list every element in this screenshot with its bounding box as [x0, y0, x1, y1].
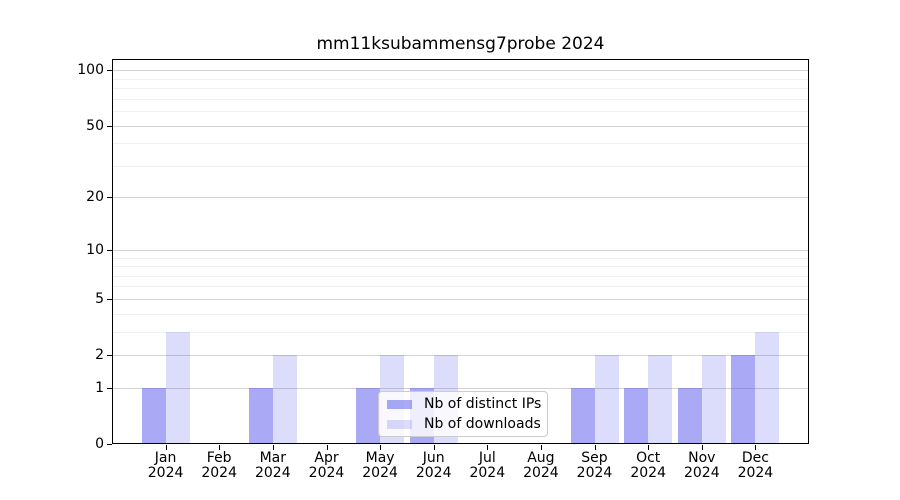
- legend-item-distinct-ips: Nb of distinct IPs: [387, 396, 542, 412]
- x-axis-tick-label: Apr 2024: [308, 450, 345, 481]
- major-gridline: [113, 197, 808, 199]
- bar-distinct-ips: [731, 355, 756, 444]
- bar-distinct-ips: [141, 387, 166, 444]
- legend-swatch-downloads-icon: [387, 419, 412, 429]
- y-tick-mark: [107, 125, 112, 127]
- minor-gridline: [113, 88, 808, 90]
- y-tick-mark: [107, 70, 112, 72]
- y-tick-mark: [107, 298, 112, 300]
- y-axis-tick-label: 2: [95, 347, 104, 363]
- x-tick-mark: [272, 445, 274, 450]
- bar-distinct-ips: [624, 387, 649, 444]
- bar-downloads: [165, 331, 190, 444]
- bar-distinct-ips: [356, 387, 381, 444]
- bar-downloads: [648, 355, 673, 444]
- major-gridline: [113, 70, 808, 72]
- x-tick-mark: [165, 445, 167, 450]
- minor-gridline: [113, 78, 808, 80]
- x-axis-tick-label: Jul 2024: [469, 450, 506, 481]
- bar-distinct-ips: [677, 387, 702, 444]
- y-tick-mark: [107, 355, 112, 356]
- legend-item-downloads: Nb of downloads: [387, 416, 541, 432]
- x-axis-tick-label: May 2024: [362, 450, 398, 481]
- major-gridline: [113, 249, 808, 251]
- bar-downloads: [701, 355, 726, 444]
- legend-label-downloads: Nb of downloads: [424, 416, 541, 432]
- bar-distinct-ips: [248, 387, 273, 444]
- minor-gridline: [113, 111, 808, 113]
- y-axis-tick-label: 100: [77, 62, 104, 79]
- x-axis-tick-label: Nov 2024: [683, 450, 720, 481]
- y-tick-mark: [107, 444, 112, 445]
- x-axis-tick-label: Jun 2024: [415, 450, 452, 481]
- x-tick-mark: [594, 445, 596, 450]
- y-axis-tick-label: 0: [95, 436, 104, 452]
- x-axis-tick-label: Sep 2024: [576, 450, 613, 481]
- x-tick-mark: [540, 445, 542, 450]
- y-axis-tick-label: 5: [95, 290, 104, 307]
- y-tick-mark: [107, 197, 112, 199]
- x-axis-tick-label: Jan 2024: [147, 450, 184, 481]
- x-tick-mark: [433, 445, 435, 450]
- x-tick-mark: [487, 445, 489, 450]
- minor-gridline: [113, 257, 808, 259]
- x-axis-tick-label: Aug 2024: [523, 450, 559, 481]
- minor-gridline: [113, 331, 808, 333]
- legend-swatch-distinct-ips-icon: [387, 399, 412, 409]
- bar-downloads: [755, 331, 780, 444]
- minor-gridline: [113, 143, 808, 145]
- y-tick-mark: [107, 249, 112, 251]
- minor-gridline: [113, 266, 808, 267]
- y-axis-tick-label: 1: [95, 379, 104, 396]
- y-tick-mark: [107, 387, 112, 389]
- x-tick-mark: [648, 445, 650, 450]
- y-axis-tick-label: 20: [86, 189, 104, 206]
- x-axis-tick-label: Mar 2024: [254, 450, 291, 481]
- minor-gridline: [113, 165, 808, 167]
- bar-distinct-ips: [570, 387, 595, 444]
- legend: Nb of distinct IPs Nb of downloads: [378, 391, 548, 437]
- x-axis-tick-label: Feb 2024: [201, 450, 237, 481]
- x-axis-tick-label: Oct 2024: [630, 450, 666, 481]
- y-axis-tick-label: 10: [86, 241, 104, 258]
- major-gridline: [113, 298, 808, 300]
- x-tick-mark: [326, 445, 328, 450]
- minor-gridline: [113, 286, 808, 288]
- minor-gridline: [113, 98, 808, 100]
- x-tick-mark: [380, 445, 382, 450]
- x-tick-mark: [755, 445, 757, 450]
- x-tick-mark: [701, 445, 703, 450]
- minor-gridline: [113, 275, 808, 277]
- chart-title: mm11ksubammensg7probe 2024: [316, 34, 605, 54]
- x-tick-mark: [219, 445, 221, 450]
- minor-gridline: [113, 313, 808, 315]
- major-gridline: [113, 387, 808, 389]
- legend-label-distinct-ips: Nb of distinct IPs: [424, 396, 542, 412]
- major-gridline: [113, 355, 808, 356]
- y-axis-tick-label: 50: [86, 117, 104, 134]
- bar-downloads: [594, 355, 619, 444]
- x-axis-tick-label: Dec 2024: [737, 450, 774, 481]
- bar-downloads: [272, 355, 297, 444]
- major-gridline: [113, 125, 808, 127]
